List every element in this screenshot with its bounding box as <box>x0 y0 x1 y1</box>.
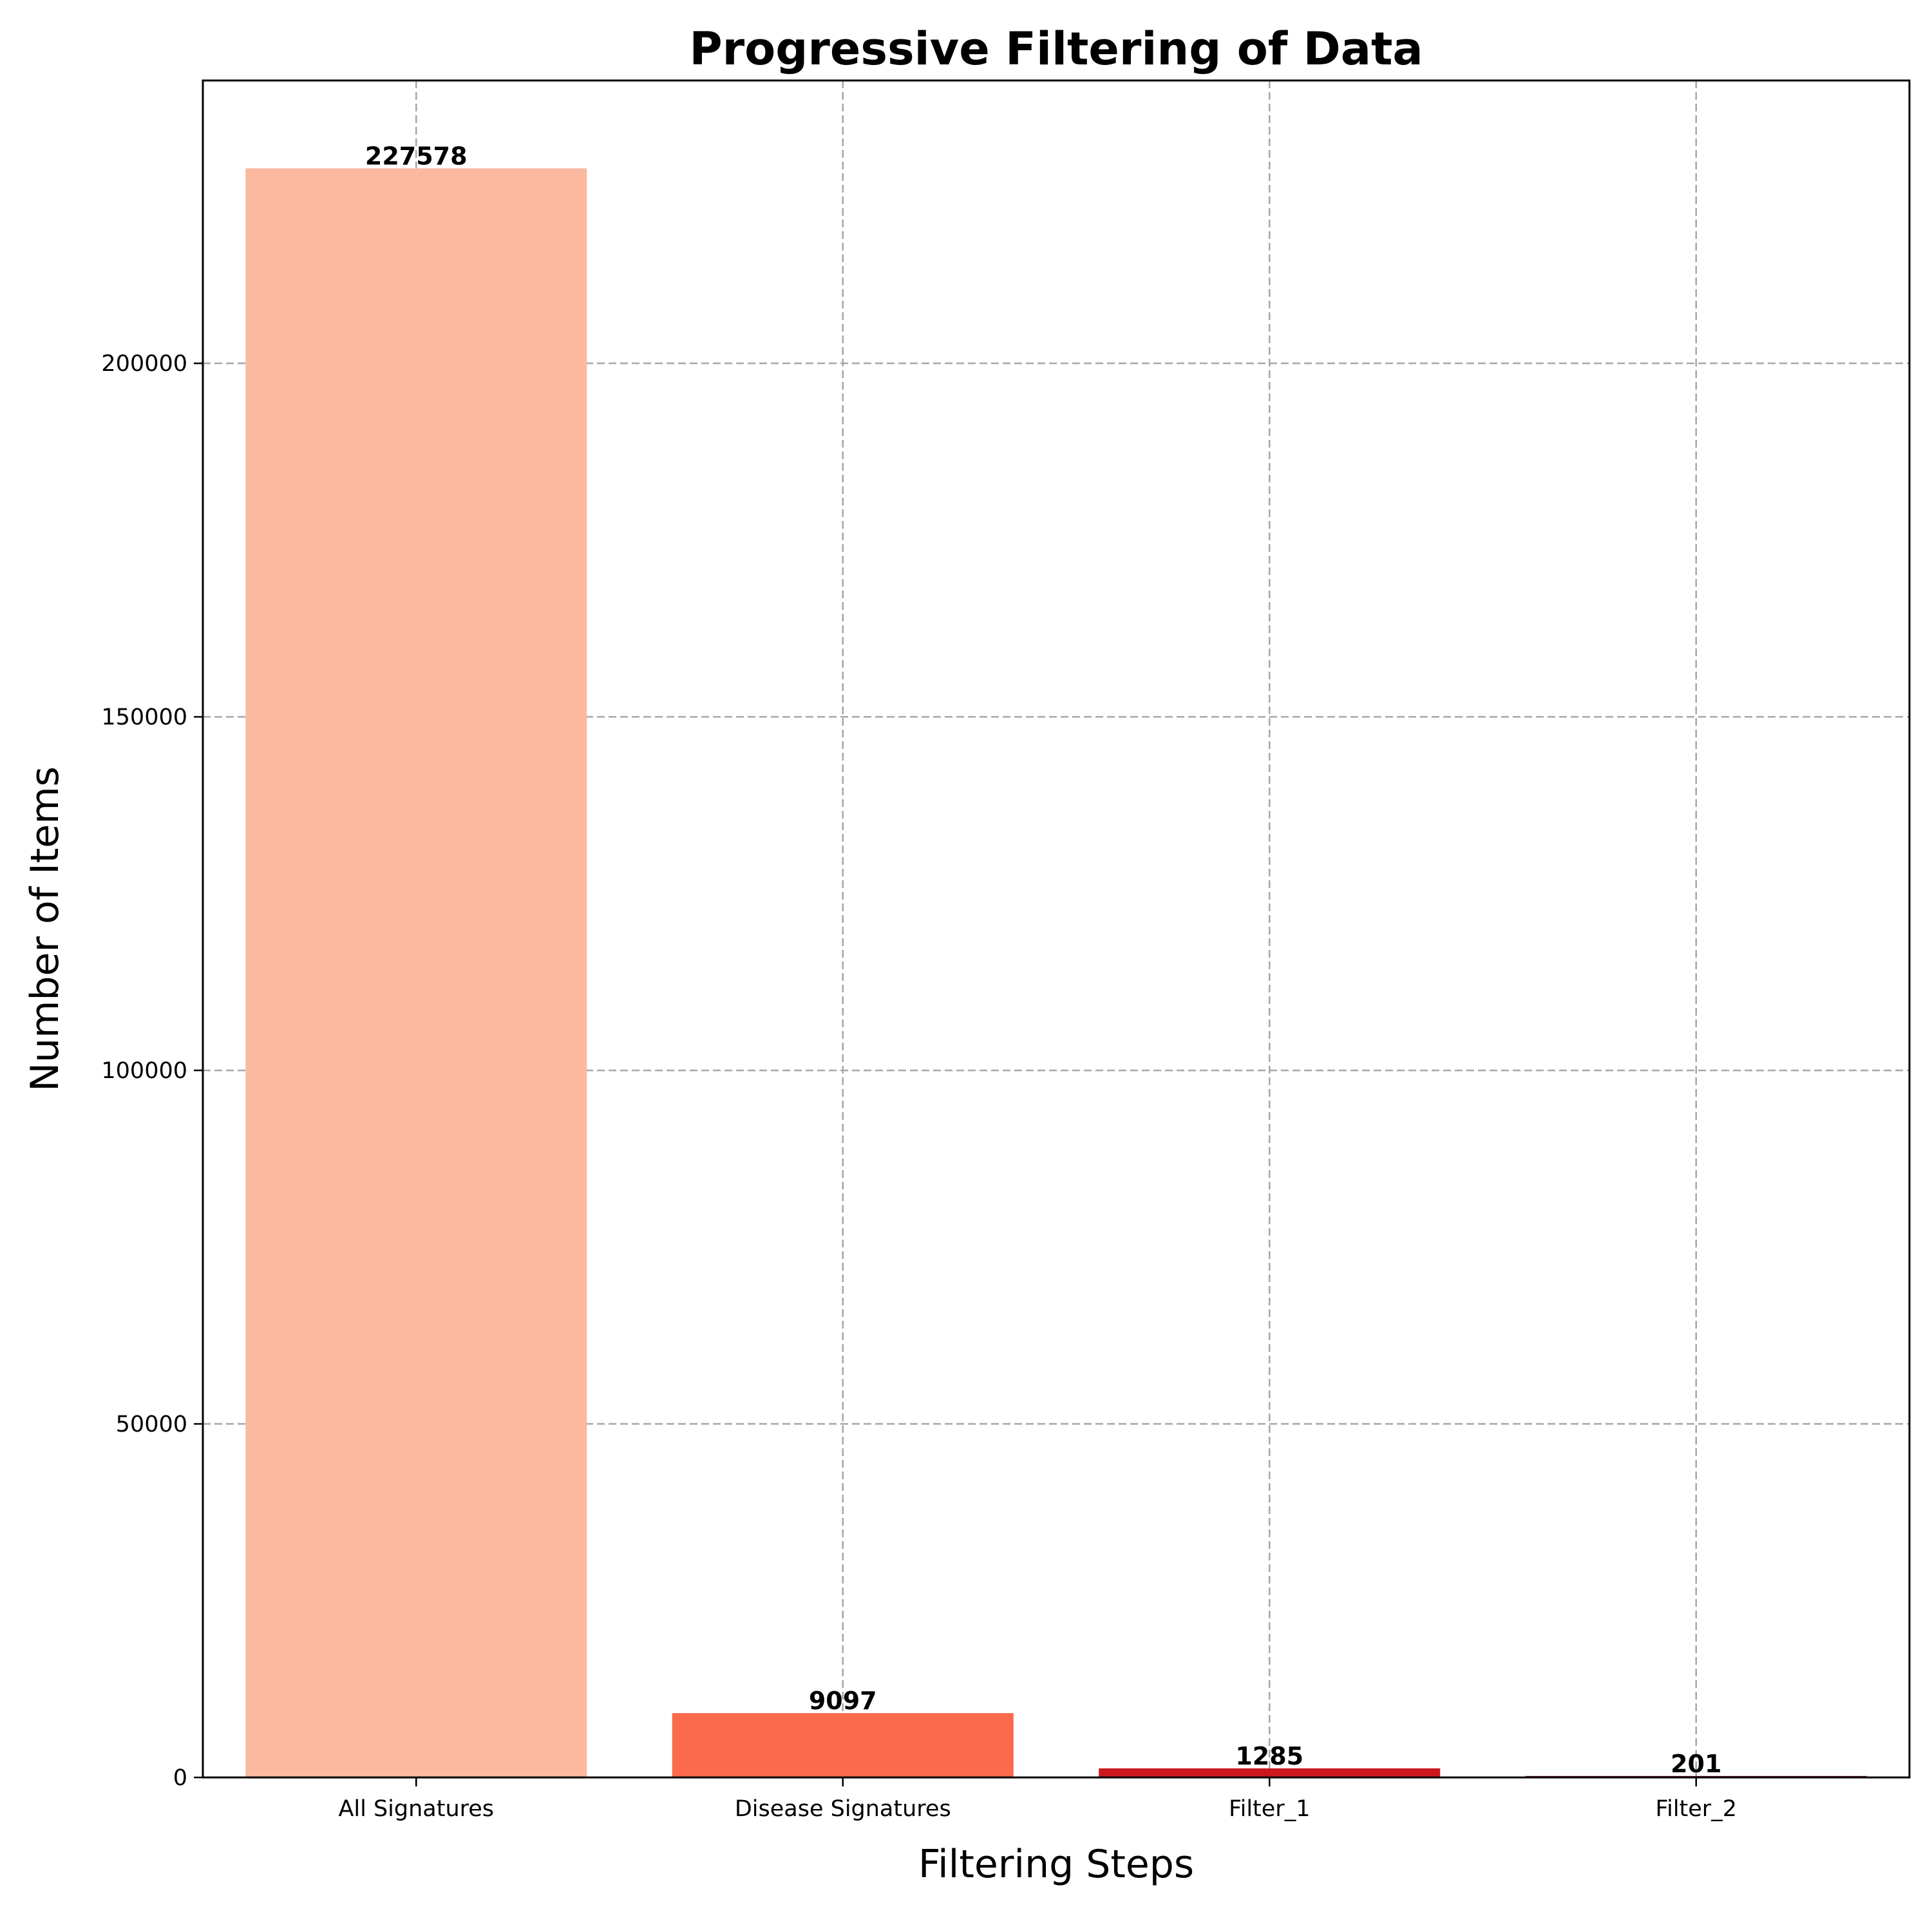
data-label: 1285 <box>1235 1742 1303 1770</box>
bars <box>245 168 1867 1777</box>
data-label: 201 <box>1671 1750 1721 1778</box>
y-tick-label: 200000 <box>101 351 187 377</box>
x-tick-label: All Signatures <box>338 1796 494 1822</box>
bar <box>245 168 587 1777</box>
y-tick-label: 100000 <box>101 1058 187 1084</box>
data-labels: 227578 9097 1285 201 <box>365 142 1721 1777</box>
ticks: 0 50000 100000 150000 200000 All Signatures Di… <box>101 351 1737 1822</box>
x-tick-label: Disease Signatures <box>735 1796 951 1822</box>
y-tick-label: 50000 <box>116 1412 187 1437</box>
x-axis-label: Filtering Steps <box>918 1842 1194 1887</box>
bar <box>1099 1768 1441 1777</box>
data-label: 9097 <box>809 1687 877 1715</box>
axes-frame <box>202 79 1911 1779</box>
bar <box>672 1713 1014 1777</box>
x-tick-label: Filter_1 <box>1229 1796 1310 1822</box>
data-label: 227578 <box>365 142 468 170</box>
y-axis-label: Number of Items <box>23 766 68 1092</box>
y-tick-label: 0 <box>173 1765 187 1791</box>
y-tick-label: 150000 <box>101 705 187 730</box>
chart-title: Progressive Filtering of Data <box>689 23 1423 75</box>
x-tick-label: Filter_2 <box>1656 1796 1737 1822</box>
